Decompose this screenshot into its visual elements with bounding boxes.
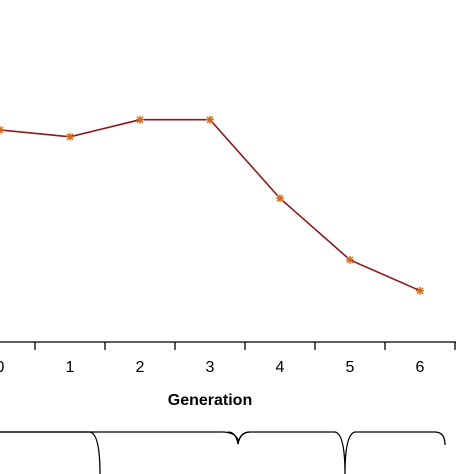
x-axis-title: Generation xyxy=(168,392,252,409)
x-tick-label: 6 xyxy=(416,359,425,376)
bracket-right xyxy=(237,431,446,474)
marker xyxy=(276,194,284,203)
x-tick-label: 4 xyxy=(276,359,285,376)
x-tick-label: 3 xyxy=(206,359,215,376)
marker xyxy=(346,255,354,264)
bracket-join xyxy=(227,431,239,445)
x-tick-label: 2 xyxy=(136,359,145,376)
marker xyxy=(66,132,74,141)
marker xyxy=(0,125,4,134)
x-tick-label: 5 xyxy=(346,359,355,376)
x-tick-label: 1 xyxy=(66,359,75,376)
bracket-left xyxy=(0,431,101,474)
bracket-line xyxy=(0,431,251,445)
data-line xyxy=(0,118,421,292)
x-tick-label: 0 xyxy=(0,359,5,376)
marker xyxy=(416,286,424,295)
marker xyxy=(206,115,214,124)
marker xyxy=(136,115,144,124)
